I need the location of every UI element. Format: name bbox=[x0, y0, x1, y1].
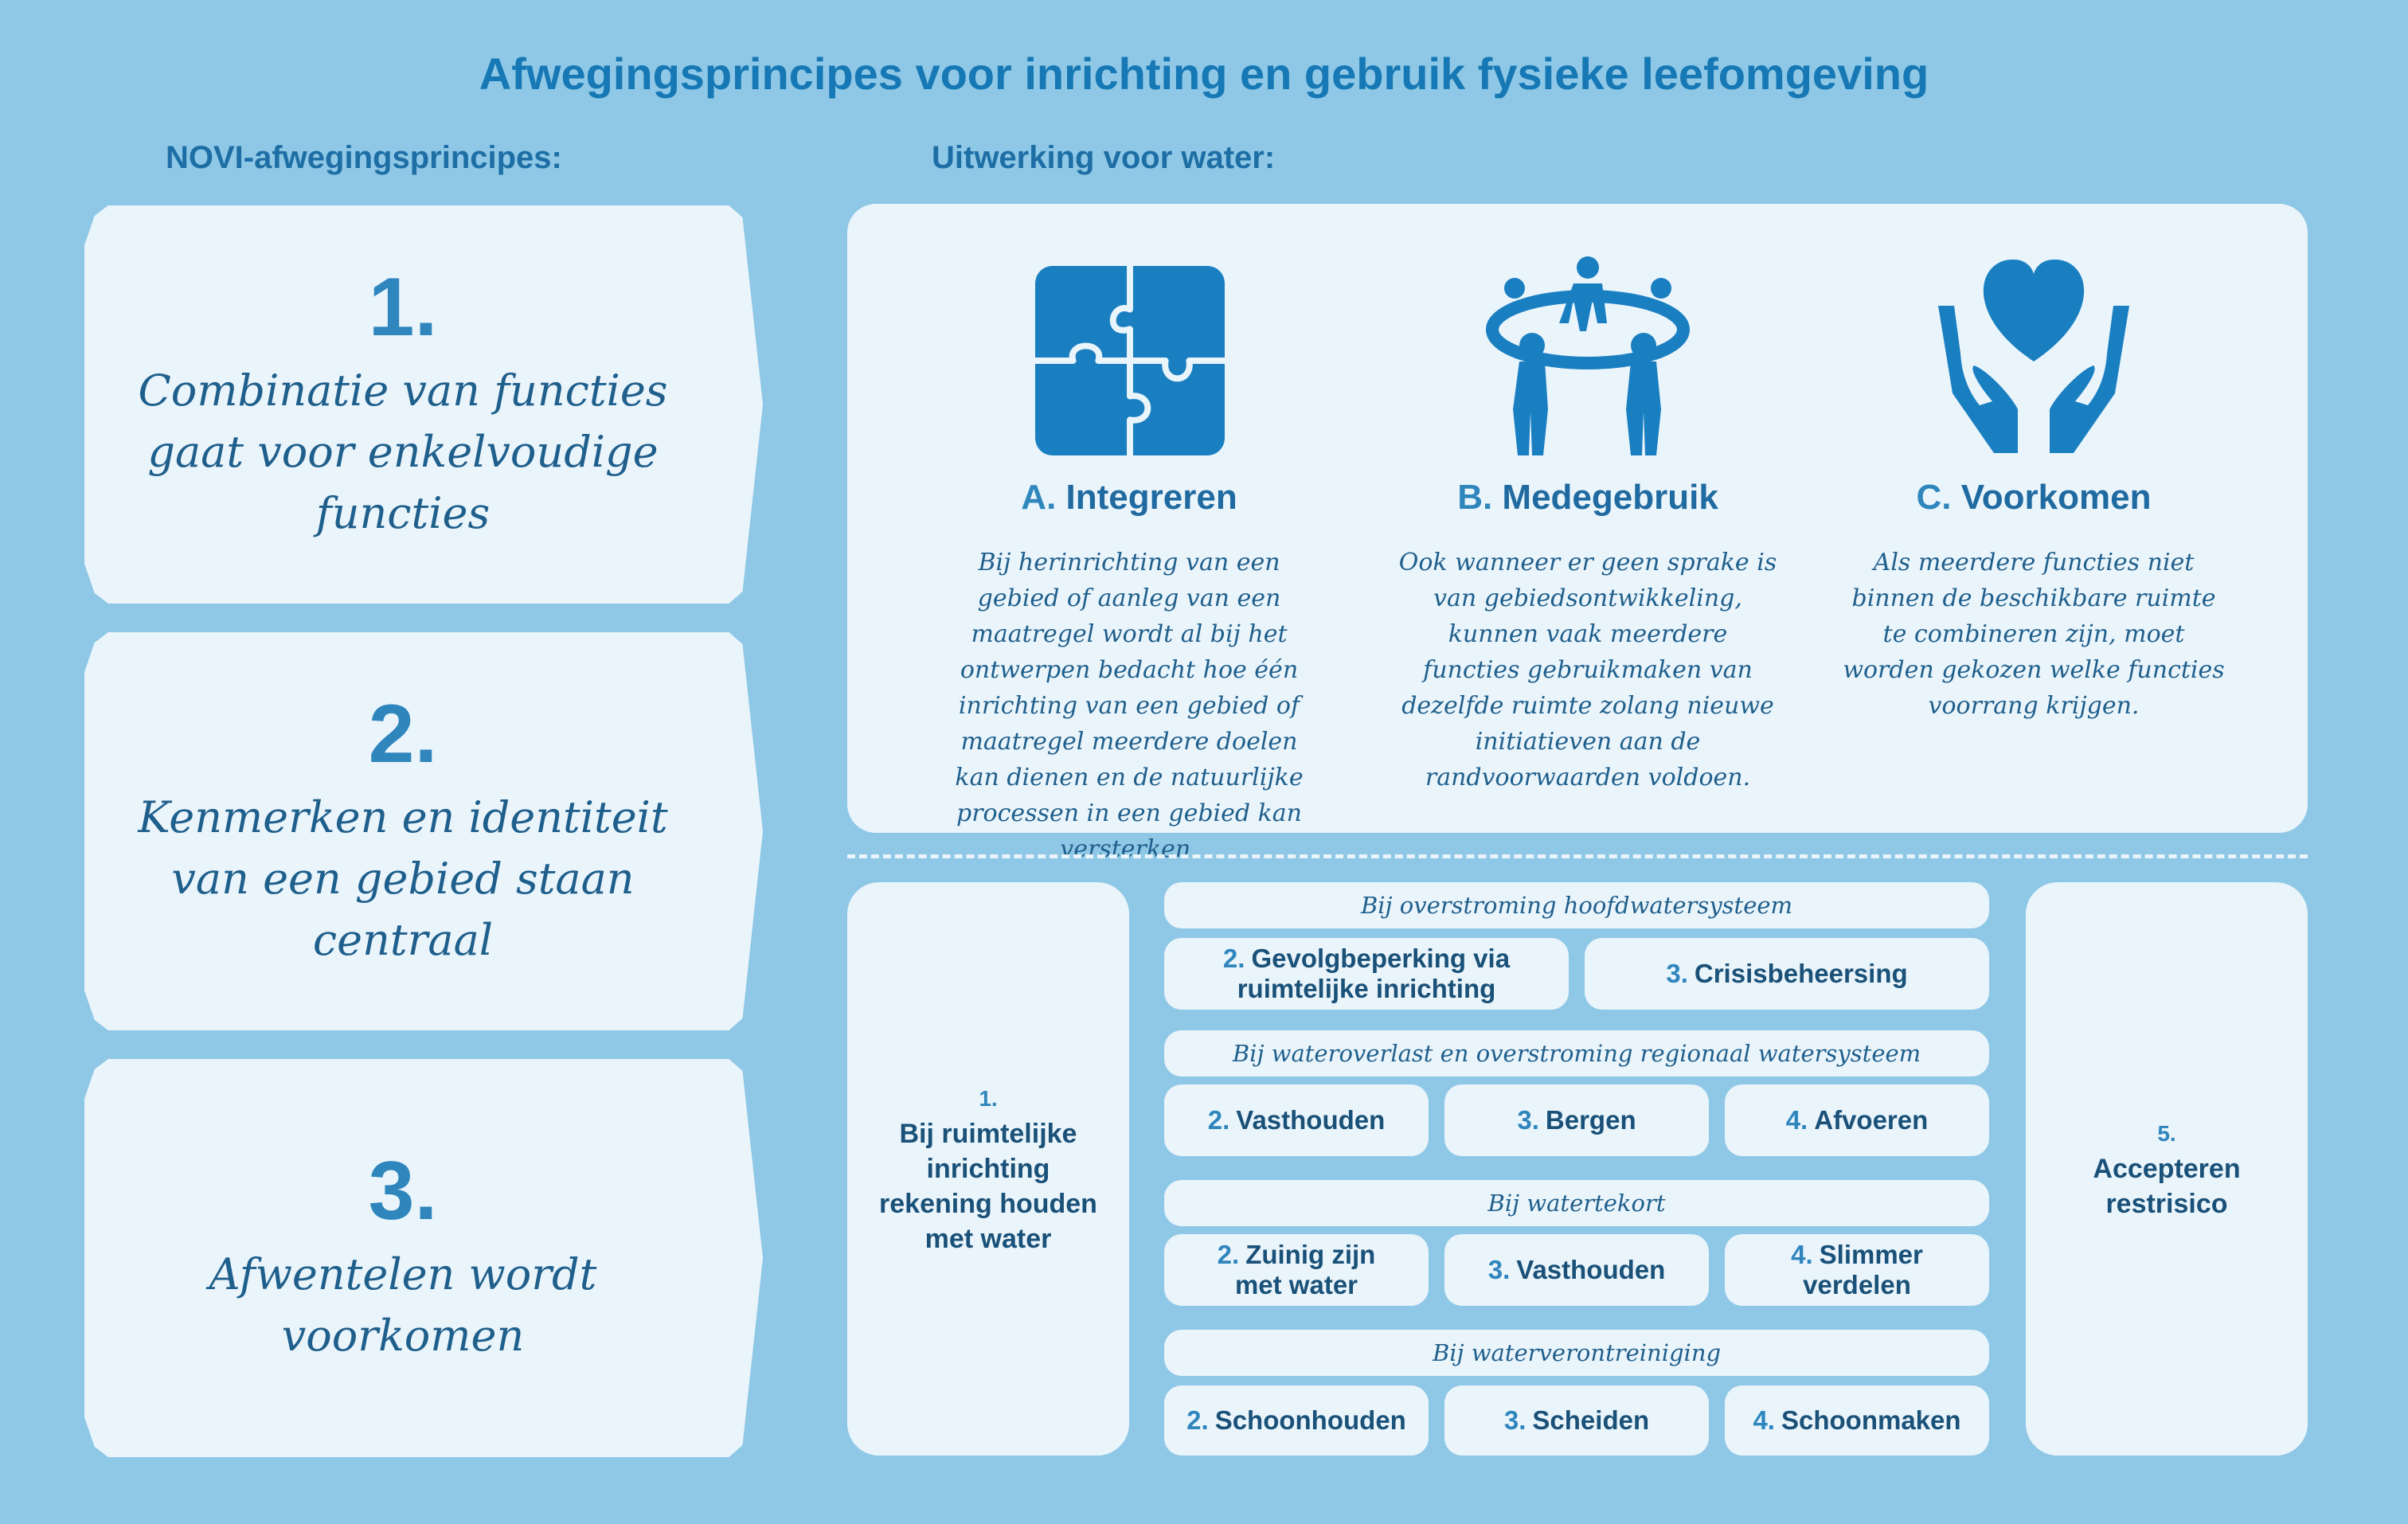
principle-text: Afwentelen wordt voorkomen bbox=[209, 1249, 597, 1361]
people-circle-icon bbox=[1486, 256, 1690, 455]
step-label: Crisisbeheersing bbox=[1694, 959, 1908, 988]
step-number: 2. bbox=[1186, 1405, 1209, 1435]
left-column-heading: NOVI-afwegingsprincipes: bbox=[166, 140, 562, 175]
step-schoonhouden: 2. Schoonhouden bbox=[1164, 1385, 1429, 1456]
step-label: Gevolgbeperking via bbox=[1251, 944, 1511, 973]
step-vasthouden-2: 3. Vasthouden bbox=[1444, 1234, 1709, 1306]
step-scheiden: 3. Scheiden bbox=[1444, 1385, 1709, 1456]
right-column-heading: Uitwerking voor water: bbox=[932, 140, 1276, 175]
principle-letter: A. bbox=[1021, 478, 1057, 517]
puzzle-icon bbox=[1035, 266, 1225, 455]
principle-number: 2. bbox=[368, 687, 438, 780]
novi-principle-1: 1. Combinatie van functies gaat voor enk… bbox=[84, 205, 763, 604]
novi-principle-3: 3. Afwentelen wordt voorkomen bbox=[84, 1059, 763, 1457]
step-label: Schoonhouden bbox=[1214, 1405, 1406, 1435]
step-gevolgbeperking: 2. Gevolgbeperking via ruimtelijke inrich… bbox=[1164, 938, 1569, 1010]
step-zuinig-zijn: 2. Zuinig zijn met water bbox=[1164, 1234, 1429, 1306]
group-header-watertekort: Bij watertekort bbox=[1164, 1180, 1989, 1226]
step-afvoeren: 4. Afvoeren bbox=[1725, 1084, 1989, 1156]
water-principles-panel: A. Integreren B. Medegebruik C. Voorkome… bbox=[847, 204, 2308, 863]
step-number: 3. bbox=[1666, 959, 1688, 988]
principle-a-title: A. Integreren bbox=[890, 478, 1368, 518]
step-label: Vasthouden bbox=[1516, 1255, 1666, 1284]
step-label: Schoonmaken bbox=[1781, 1405, 1961, 1435]
step-label-line2: met water bbox=[1234, 1270, 1358, 1299]
step-number: 3. bbox=[1487, 1255, 1511, 1284]
step-number: 3. bbox=[1503, 1405, 1526, 1435]
step-1-box: 1. Bij ruimtelijke inrichting rekening h… bbox=[847, 882, 1129, 1456]
step-label: Slimmer bbox=[1819, 1240, 1923, 1269]
step-number: 1. bbox=[979, 1086, 998, 1111]
step-number: 2. bbox=[1217, 1240, 1240, 1269]
group-header-wateroverlast: Bij wateroverlast en overstroming region… bbox=[1164, 1030, 1989, 1077]
step-5-box: 5. Accepteren restrisico bbox=[2026, 882, 2308, 1456]
step-number: 4. bbox=[1785, 1105, 1808, 1135]
step-label: Afvoeren bbox=[1814, 1105, 1929, 1135]
step-slimmer-verdelen: 4. Slimmer verdelen bbox=[1725, 1234, 1989, 1306]
principle-b-title: B. Medegebruik bbox=[1349, 478, 1827, 518]
principle-a-description: Bij herinrichting van een gebied of aanl… bbox=[955, 549, 1304, 863]
step-crisisbeheersing: 3. Crisisbeheersing bbox=[1585, 938, 1989, 1010]
step-number: 2. bbox=[1222, 944, 1245, 973]
novi-principle-2: 2. Kenmerken en identiteit van een gebie… bbox=[84, 632, 763, 1030]
principle-name: Integreren bbox=[1065, 478, 1237, 517]
principle-c-description: Als meerdere functies niet binnen de bes… bbox=[1843, 549, 2225, 720]
principle-b-description: Ook wanneer er geen sprake is van gebied… bbox=[1398, 549, 1777, 791]
principle-number: 3. bbox=[368, 1145, 438, 1237]
principle-letter: C. bbox=[1916, 478, 1952, 517]
step-number: 3. bbox=[1517, 1105, 1539, 1135]
step-text: Bij ruimtelijke inrichting rekening houd… bbox=[879, 1119, 1097, 1254]
step-number: 2. bbox=[1207, 1105, 1230, 1135]
principle-text: Combinatie van functies gaat voor enkelv… bbox=[138, 365, 668, 538]
step-label: Scheiden bbox=[1532, 1405, 1650, 1435]
principle-name: Medegebruik bbox=[1502, 478, 1718, 517]
step-number: 4. bbox=[1791, 1240, 1813, 1269]
step-label-line2: ruimtelijke inrichting bbox=[1237, 974, 1496, 1003]
step-schoonmaken: 4. Schoonmaken bbox=[1725, 1385, 1989, 1456]
step-text: Accepteren restrisico bbox=[2093, 1154, 2241, 1219]
group-header-waterverontreiniging: Bij waterverontreiniging bbox=[1164, 1330, 1989, 1376]
principle-letter: B. bbox=[1457, 478, 1493, 517]
group-header-hoofdwatersysteem: Bij overstroming hoofdwatersysteem bbox=[1164, 882, 1989, 928]
divider bbox=[847, 854, 2308, 858]
step-number: 4. bbox=[1753, 1405, 1775, 1435]
step-label: Vasthouden bbox=[1236, 1105, 1386, 1135]
page-title: Afwegingsprincipes voor inrichting en ge… bbox=[479, 49, 1929, 99]
principle-name: Voorkomen bbox=[1960, 478, 2152, 517]
step-vasthouden: 2. Vasthouden bbox=[1164, 1084, 1429, 1156]
step-number: 5. bbox=[2157, 1121, 2176, 1146]
principle-text: Kenmerken en identiteit van een gebied s… bbox=[138, 791, 668, 965]
principle-number: 1. bbox=[368, 260, 438, 354]
principle-c-title: C. Voorkomen bbox=[1795, 478, 2273, 518]
step-label: Bergen bbox=[1545, 1105, 1636, 1135]
step-label: Zuinig zijn bbox=[1245, 1240, 1376, 1269]
step-label-line2: verdelen bbox=[1803, 1270, 1911, 1299]
heart-hands-icon bbox=[1938, 259, 2129, 453]
step-bergen: 3. Bergen bbox=[1444, 1084, 1709, 1156]
